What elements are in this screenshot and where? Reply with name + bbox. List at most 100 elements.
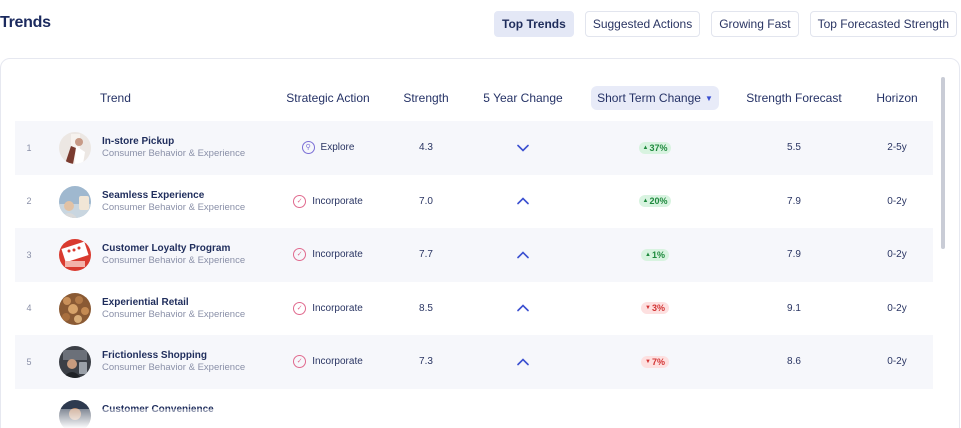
triangle-up-icon: ▲ xyxy=(645,251,651,258)
check-circle-icon: ✓ xyxy=(293,355,307,369)
triangle-down-icon: ▼ xyxy=(645,358,651,365)
table-row[interactable]: 1 In-store Pickup Consumer Behavior & Ex… xyxy=(15,121,933,175)
trend-category: Consumer Behavior & Experience xyxy=(102,201,246,213)
short-term-change: ▼ 3% xyxy=(591,282,719,336)
strength-forecast-value: 7.9 xyxy=(787,195,801,207)
column-header-horizon[interactable]: Horizon xyxy=(876,91,918,105)
trend-thumbnail xyxy=(59,346,91,378)
change-badge-value: 7% xyxy=(651,356,665,367)
strategic-action: ✓ Incorporate xyxy=(273,335,383,389)
check-circle-icon: ✓ xyxy=(293,248,307,262)
strength-forecast-value: 9.1 xyxy=(787,302,801,314)
check-circle-icon: ✓ xyxy=(293,194,307,208)
strength-value: 7.3 xyxy=(419,356,433,368)
trend-name[interactable]: Seamless Experience xyxy=(102,189,205,201)
short-term-change: ▲ 20% xyxy=(591,175,719,229)
table-row[interactable]: 4 Experiential Retail Consumer Behavior … xyxy=(15,282,933,336)
trend-name[interactable]: Frictionless Shopping xyxy=(102,350,208,361)
chevron-up-icon xyxy=(471,228,575,282)
table-row[interactable]: 3 Customer Loyalty Program Consumer Beha… xyxy=(15,228,933,282)
change-badge-value: 37% xyxy=(649,142,668,153)
chevron-up-icon xyxy=(471,335,575,389)
strength-forecast-value: 8.6 xyxy=(787,356,801,368)
filter-top-forecasted-strength-button[interactable]: Top Forecasted Strength xyxy=(809,11,957,37)
trend-category: Consumer Behavior & Experience xyxy=(102,308,246,320)
scroll-fade-overlay xyxy=(1,409,959,428)
short-term-change: ▲ 37% xyxy=(591,121,719,175)
strength-value: 4.3 xyxy=(419,142,433,154)
strategic-action-label: Incorporate xyxy=(312,302,363,314)
column-header-strength[interactable]: Strength xyxy=(403,91,449,105)
change-badge-value: 3% xyxy=(651,303,665,314)
vertical-scrollbar[interactable] xyxy=(941,77,945,249)
trend-category: Consumer Behavior & Experience xyxy=(102,148,246,159)
table-header: Trend Strategic Action Strength 5 Year C… xyxy=(1,79,959,117)
horizon-value: 0-2y xyxy=(887,356,907,368)
short-term-change: ▲ 1% xyxy=(591,228,719,282)
change-badge-value: 20% xyxy=(649,196,668,207)
row-rank: 5 xyxy=(26,356,32,367)
filter-top-trends-button[interactable]: Top Trends xyxy=(494,11,574,37)
strength-forecast-value: 7.9 xyxy=(787,249,801,261)
trend-thumbnail xyxy=(59,132,91,164)
column-header-short-term-change-label: Short Term Change xyxy=(597,91,701,105)
table-body: 1 In-store Pickup Consumer Behavior & Ex… xyxy=(15,121,933,428)
horizon-value: 0-2y xyxy=(887,249,907,261)
triangle-down-icon: ▼ xyxy=(645,305,651,312)
column-header-trend[interactable]: Trend xyxy=(100,91,131,105)
strength-forecast-value: 5.5 xyxy=(787,142,801,154)
trends-table-card: Trend Strategic Action Strength 5 Year C… xyxy=(0,58,960,428)
short-term-change: ▼ 7% xyxy=(591,335,719,389)
strategic-action: ✓ Incorporate xyxy=(273,175,383,229)
column-header-strength-forecast[interactable]: Strength Forecast xyxy=(746,91,842,105)
table-row[interactable]: 5 Frictionless Shopping Consumer Behavio… xyxy=(15,335,933,389)
change-badge-positive: ▲ 37% xyxy=(638,141,672,154)
row-rank: 2 xyxy=(26,196,32,207)
change-badge-value: 1% xyxy=(651,249,665,260)
strength-value: 7.0 xyxy=(419,195,433,207)
table-row[interactable]: 2 Seamless Experience Consumer Behavior … xyxy=(15,175,933,229)
column-header-5-year-change[interactable]: 5 Year Change xyxy=(483,91,563,105)
trend-category: Consumer Behavior & Experience xyxy=(102,362,246,373)
filter-tabs: Top Trends Suggested Actions Growing Fas… xyxy=(494,11,957,37)
triangle-up-icon: ▲ xyxy=(642,198,649,205)
horizon-value: 0-2y xyxy=(887,302,907,314)
sort-descending-icon: ▼ xyxy=(704,93,713,103)
strength-value: 8.5 xyxy=(419,302,433,314)
filter-growing-fast-button[interactable]: Growing Fast xyxy=(711,11,799,37)
sort-active-pill: Short Term Change ▼ xyxy=(591,86,719,110)
filter-suggested-actions-button[interactable]: Suggested Actions xyxy=(584,11,701,37)
row-rank: 1 xyxy=(26,142,32,153)
trend-name[interactable]: Experiential Retail xyxy=(102,296,189,308)
change-badge-positive: ▲ 20% xyxy=(638,195,672,208)
strategic-action: ✓ Incorporate xyxy=(273,282,383,336)
trend-thumbnail xyxy=(59,185,91,218)
trend-name[interactable]: In-store Pickup xyxy=(102,136,175,147)
trend-name[interactable]: Customer Loyalty Program xyxy=(102,243,231,254)
change-badge-positive: ▲ 1% xyxy=(641,248,669,261)
horizon-value: 0-2y xyxy=(887,195,907,207)
column-header-short-term-change[interactable]: Short Term Change ▼ xyxy=(591,79,719,117)
trend-category: Consumer Behavior & Experience xyxy=(102,255,246,266)
change-badge-negative: ▼ 7% xyxy=(641,355,669,368)
check-circle-icon: ✓ xyxy=(293,301,307,315)
strategic-action-label: Incorporate xyxy=(312,249,363,261)
change-badge-negative: ▼ 3% xyxy=(641,302,669,315)
chevron-up-icon xyxy=(471,282,575,336)
horizon-value: 2-5y xyxy=(887,142,907,154)
trend-thumbnail xyxy=(59,292,91,325)
trend-thumbnail xyxy=(59,239,91,271)
strength-value: 7.7 xyxy=(419,249,433,261)
search-circle-icon: ⚲ xyxy=(301,141,315,155)
row-rank: 3 xyxy=(26,249,32,260)
strategic-action: ⚲ Explore xyxy=(273,121,383,175)
strategic-action: ✓ Incorporate xyxy=(273,228,383,282)
strategic-action-label: Explore xyxy=(320,142,355,154)
row-rank: 4 xyxy=(26,303,32,314)
strategic-action-label: Incorporate xyxy=(312,195,363,207)
page-title: Trends xyxy=(0,14,51,31)
strategic-action-label: Incorporate xyxy=(312,356,363,368)
chevron-up-icon xyxy=(471,175,575,229)
column-header-strategic-action[interactable]: Strategic Action xyxy=(286,91,370,105)
chevron-down-icon xyxy=(471,121,575,175)
